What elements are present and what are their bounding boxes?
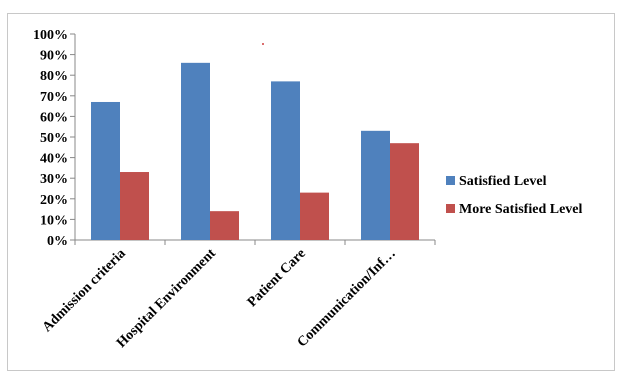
y-tick-label: 0% — [47, 234, 68, 249]
y-tick-label: 30% — [40, 172, 68, 187]
bar-satisfied — [271, 81, 300, 240]
y-tick-label: 70% — [40, 90, 68, 105]
bar-more-satisfied — [120, 172, 149, 240]
bar-satisfied — [91, 101, 120, 240]
bar-more-satisfied — [300, 192, 329, 240]
legend-label: More Satisfied Level — [459, 202, 582, 217]
stray-dot — [262, 43, 264, 45]
y-tick-label: 50% — [40, 131, 68, 146]
chart-legend: Satisfied Level More Satisfied Level — [446, 174, 582, 217]
y-tick-label: 90% — [40, 49, 68, 64]
y-tick-label: 20% — [40, 193, 68, 208]
bar-more-satisfied — [390, 143, 419, 240]
bar-satisfied — [181, 62, 210, 241]
y-tick-label: 100% — [33, 28, 68, 43]
bar-satisfied — [361, 130, 390, 240]
legend-swatch — [446, 204, 455, 213]
legend-label: Satisfied Level — [459, 174, 547, 189]
y-tick-label: 40% — [40, 152, 68, 167]
x-category-label: Communication/Inf… — [295, 246, 399, 350]
x-category-label: Admission criteria — [40, 246, 129, 335]
x-category-label: Patient Care — [245, 246, 309, 310]
legend-swatch — [446, 176, 455, 185]
bar-more-satisfied — [210, 211, 239, 240]
y-tick-label: 60% — [40, 110, 68, 125]
y-tick-label: 80% — [40, 69, 68, 84]
chart-bars — [91, 62, 419, 241]
y-tick-label: 10% — [40, 213, 68, 228]
x-category-label: Hospital Environment — [114, 246, 219, 351]
y-tick-labels: 0% 10% 20% 30% 40% 50% 60% 70% 80% 90% 100% — [33, 28, 68, 249]
